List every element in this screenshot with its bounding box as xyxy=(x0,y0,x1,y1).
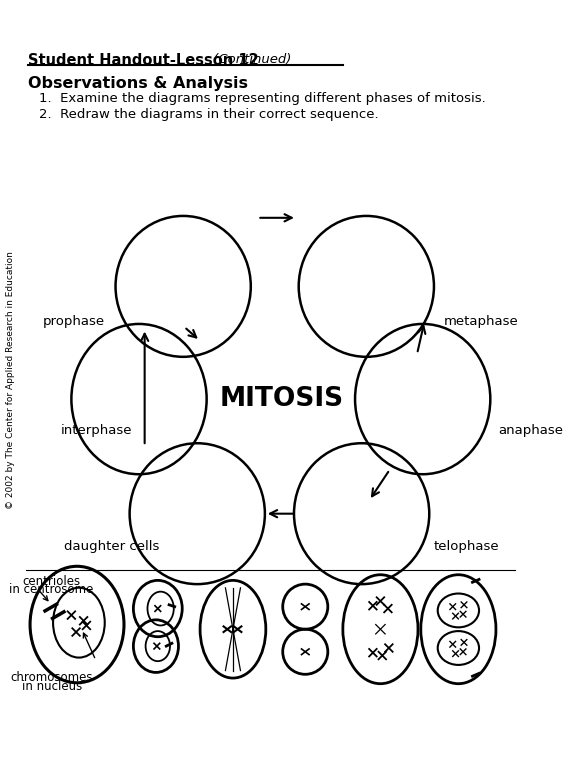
Text: in centrosome: in centrosome xyxy=(9,583,94,596)
Text: (Continued): (Continued) xyxy=(209,53,291,66)
Text: Student Handout-Lesson 12: Student Handout-Lesson 12 xyxy=(28,53,259,69)
Text: centrioles: centrioles xyxy=(22,574,80,588)
Text: anaphase: anaphase xyxy=(498,424,563,437)
Text: telophase: telophase xyxy=(434,540,500,553)
Text: 1.  Examine the diagrams representing different phases of mitosis.: 1. Examine the diagrams representing dif… xyxy=(40,92,486,105)
Text: daughter cells: daughter cells xyxy=(64,540,159,553)
Text: Observations & Analysis: Observations & Analysis xyxy=(28,76,248,91)
Text: metaphase: metaphase xyxy=(443,315,518,327)
Text: © 2002 by The Center for Applied Research in Education: © 2002 by The Center for Applied Researc… xyxy=(6,251,15,509)
Text: interphase: interphase xyxy=(61,424,133,437)
Text: 2.  Redraw the diagrams in their correct sequence.: 2. Redraw the diagrams in their correct … xyxy=(40,108,379,121)
Text: in nucleus: in nucleus xyxy=(21,680,82,693)
Text: prophase: prophase xyxy=(43,315,105,327)
Text: MITOSIS: MITOSIS xyxy=(220,386,344,412)
Text: chromosomes: chromosomes xyxy=(10,671,93,685)
